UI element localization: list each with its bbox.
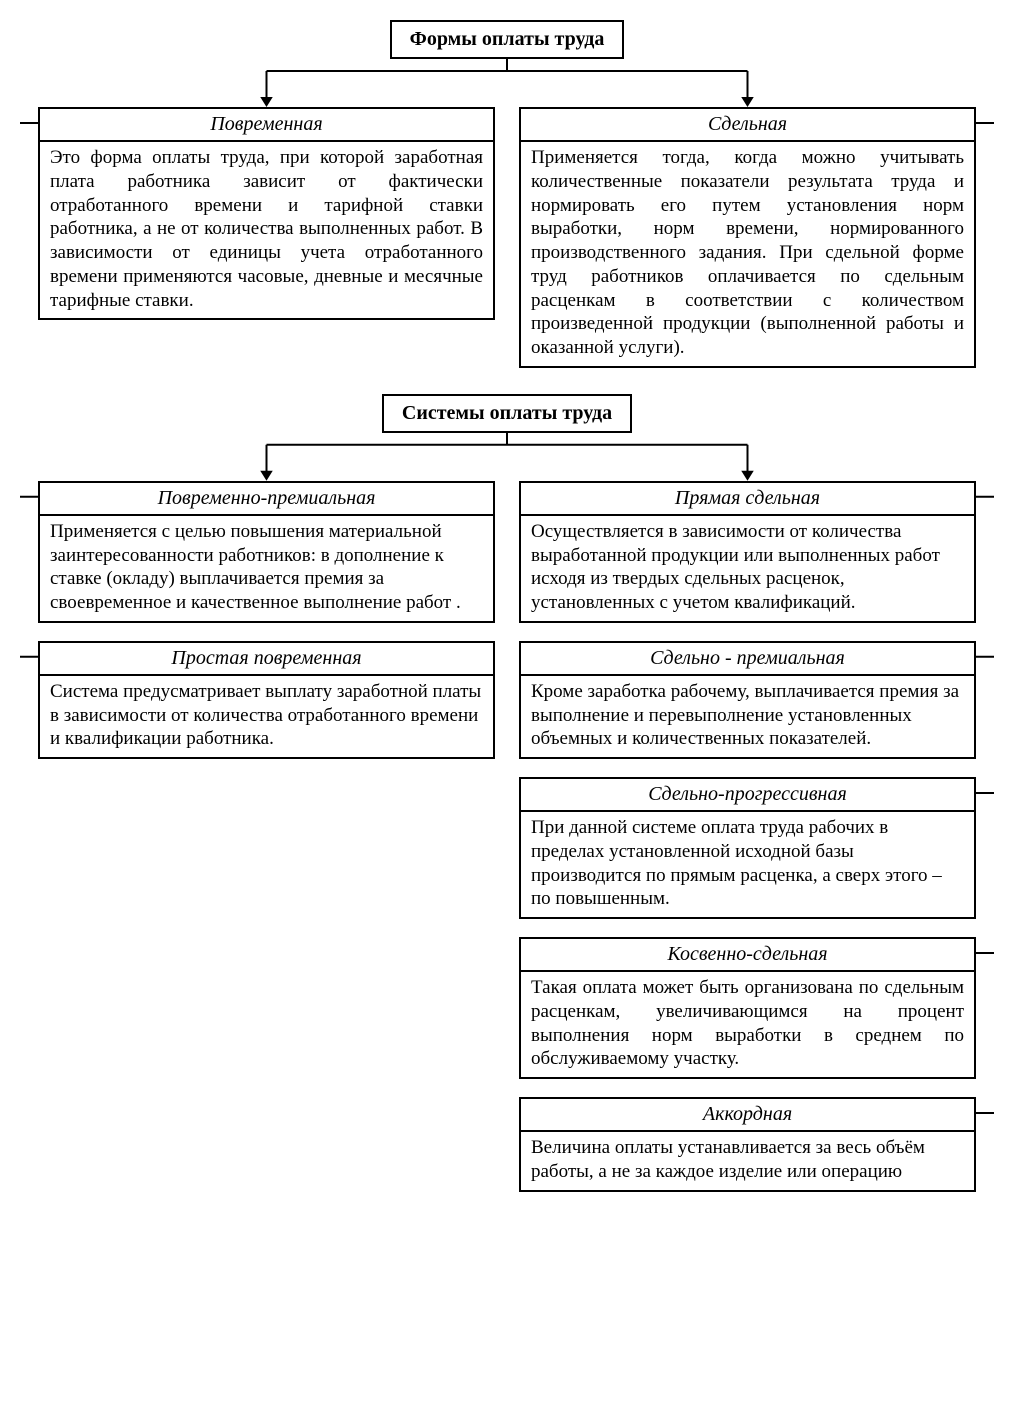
node-piece_bonus: Сдельно - премиальнаяКроме заработка раб… (519, 641, 976, 759)
forms-columns: Повременная Это форма оплаты труда, при … (20, 107, 994, 386)
node-piece-rate: Сдельная Применяется тогда, когда можно … (519, 107, 976, 368)
payment-forms-diagram: Формы оплаты труда Повременная Это форма… (20, 20, 994, 1210)
forms-header: Формы оплаты труда (390, 20, 625, 59)
node-indirect_piece-title: Косвенно-сдельная (521, 939, 974, 972)
node-lump_sum-body: Величина оплаты устанавливается за весь … (521, 1132, 974, 1190)
node-simple_time: Простая повременнаяСистема предусматрива… (38, 641, 495, 759)
node-piece_progressive-body: При данной системе оплата труда рабочих … (521, 812, 974, 917)
node-time-based-title: Повременная (40, 109, 493, 142)
node-direct_piece-title: Прямая сдельная (521, 483, 974, 516)
systems-header-row: Системы оплаты труда (20, 394, 994, 433)
node-lump_sum-title: Аккордная (521, 1099, 974, 1132)
systems-header-label: Системы оплаты труда (402, 402, 612, 424)
node-piece_bonus-title: Сдельно - премиальная (521, 643, 974, 676)
systems-header: Системы оплаты труда (382, 394, 632, 433)
node-piece_progressive-title: Сдельно-прогрессивная (521, 779, 974, 812)
systems-col-right: Прямая сдельнаяОсуществляется в зависимо… (519, 481, 994, 1210)
node-indirect_piece: Косвенно-сдельнаяТакая оплата может быть… (519, 937, 976, 1079)
node-time-based: Повременная Это форма оплаты труда, при … (38, 107, 495, 320)
forms-header-label: Формы оплаты труда (410, 28, 605, 50)
forms-col-right: Сдельная Применяется тогда, когда можно … (519, 107, 994, 386)
node-piece-rate-title: Сдельная (521, 109, 974, 142)
forms-col-left: Повременная Это форма оплаты труда, при … (20, 107, 495, 338)
node-piece_bonus-body: Кроме заработка рабочему, выплачивается … (521, 676, 974, 757)
node-direct_piece-body: Осуществляется в зависимости от количест… (521, 516, 974, 621)
node-piece_progressive: Сдельно-прогрессивнаяПри данной системе … (519, 777, 976, 919)
forms-header-row: Формы оплаты труда (20, 20, 994, 59)
node-simple_time-body: Система предусматривает выплату заработн… (40, 676, 493, 757)
node-piece-rate-body: Применяется тогда, когда можно учитывать… (521, 142, 974, 366)
node-direct_piece: Прямая сдельнаяОсуществляется в зависимо… (519, 481, 976, 623)
node-lump_sum: АккорднаяВеличина оплаты устанавливается… (519, 1097, 976, 1192)
node-time_bonus-title: Повременно-премиальная (40, 483, 493, 516)
node-time_bonus: Повременно-премиальнаяПрименяется с цель… (38, 481, 495, 623)
node-simple_time-title: Простая повременная (40, 643, 493, 676)
node-time-based-body: Это форма оплаты труда, при которой зара… (40, 142, 493, 318)
node-indirect_piece-body: Такая оплата может быть организована по … (521, 972, 974, 1077)
systems-col-left: Повременно-премиальнаяПрименяется с цель… (20, 481, 495, 777)
node-time_bonus-body: Применяется с целью повышения материальн… (40, 516, 493, 621)
systems-columns: Повременно-премиальнаяПрименяется с цель… (20, 481, 994, 1210)
